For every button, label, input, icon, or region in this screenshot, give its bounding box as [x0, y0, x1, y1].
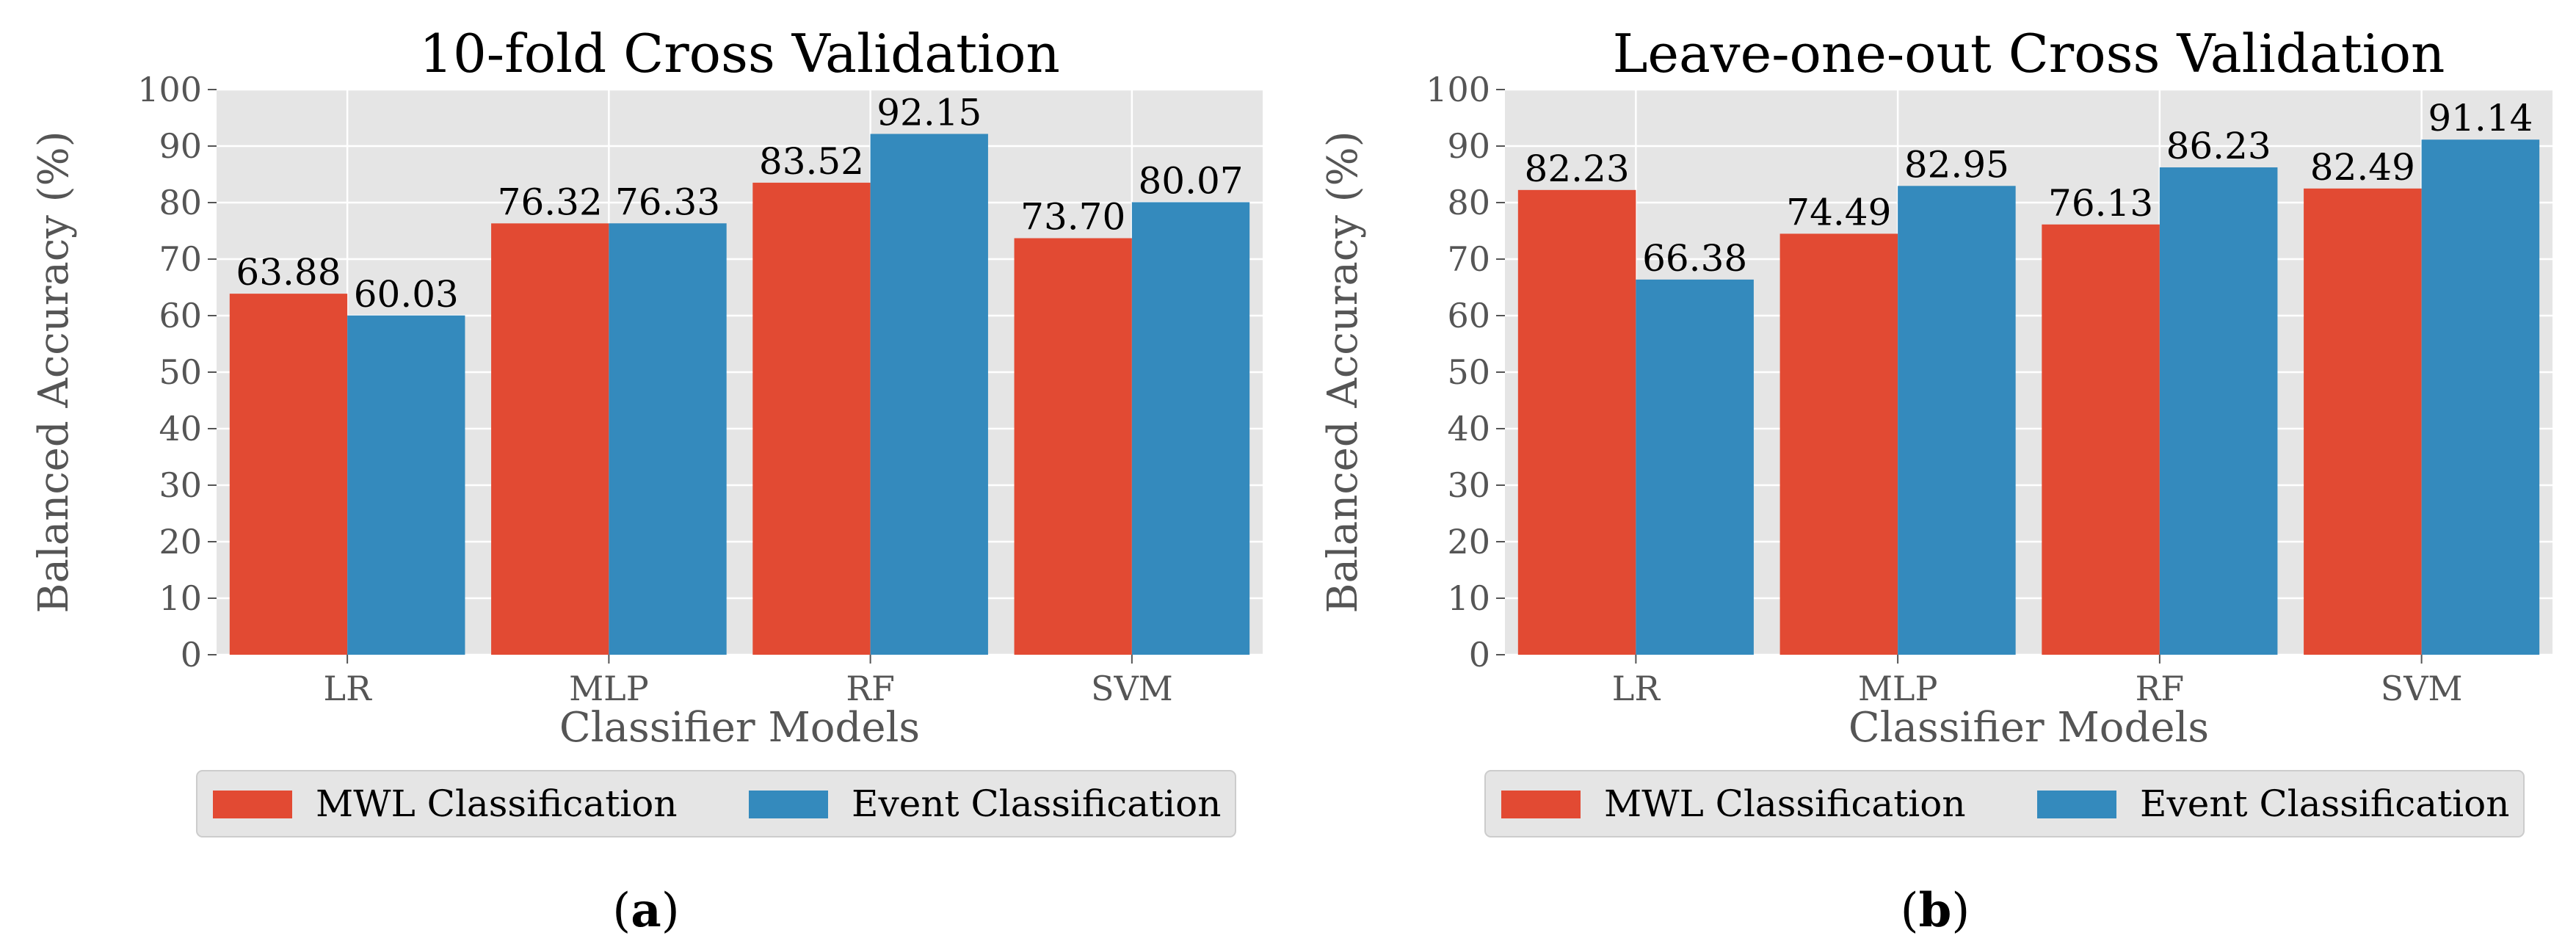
data-label-mwl-rf: 83.52	[759, 140, 864, 183]
y-tick-label: 80	[159, 183, 202, 222]
y-tick-label: 80	[1447, 183, 1490, 222]
x-tick-label: LR	[324, 669, 373, 708]
data-label-mwl-rf: 76.13	[2048, 182, 2153, 225]
data-label-event-lr: 66.38	[1642, 237, 1747, 280]
legend-label-event: Event Classification	[852, 782, 1221, 825]
bar-mwl-svm	[1014, 238, 1132, 655]
chart-panel-a: 63.88 76.32 83.52 73.70 60.03 76.33 92.15 80.07…	[30, 23, 1263, 938]
data-label-event-rf: 86.23	[2166, 125, 2271, 167]
legend-swatch-event	[2037, 791, 2116, 818]
y-tick-label: 50	[1447, 352, 1490, 392]
y-tick-label: 40	[1447, 409, 1490, 448]
y-tick-label: 10	[1447, 578, 1490, 618]
x-axis-label: Classifier Models	[1848, 704, 2209, 752]
panel-caption: (a)	[612, 883, 679, 938]
legend-label-event: Event Classification	[2140, 782, 2509, 825]
y-tick-label: 100	[137, 70, 202, 109]
y-tick-label: 60	[1447, 296, 1490, 335]
data-label-mwl-svm: 82.49	[2310, 146, 2415, 189]
y-tick-label: 10	[159, 578, 202, 618]
bar-mwl-mlp	[1779, 233, 1898, 655]
y-axis-label: Balanced Accuracy (%)	[30, 131, 78, 613]
bar-event-mlp	[1898, 186, 2016, 655]
data-label-event-mlp: 76.33	[615, 181, 720, 223]
y-tick-label: 60	[159, 296, 202, 335]
data-label-event-svm: 91.14	[2428, 97, 2533, 139]
legend-box	[196, 770, 1236, 837]
legend-label-mwl: MWL Classification	[316, 782, 678, 825]
y-tick-label: 20	[1447, 522, 1490, 562]
data-label-event-svm: 80.07	[1138, 159, 1243, 202]
bar-mwl-svm	[2304, 188, 2422, 655]
y-tick-label: 70	[159, 239, 202, 279]
data-label-mwl-lr: 82.23	[1525, 148, 1630, 190]
bar-event-rf	[870, 134, 988, 655]
caption-open-paren: (	[1901, 884, 1919, 938]
data-label-mwl-mlp: 76.32	[498, 181, 603, 223]
legend: MWL Classification Event Classification	[196, 770, 1236, 837]
bar-event-svm	[1131, 202, 1250, 655]
bar-mwl-lr	[229, 294, 348, 655]
caption-close-paren: )	[661, 884, 680, 938]
x-tick-label: RF	[2136, 669, 2185, 708]
y-tick-label: 0	[1469, 635, 1490, 675]
legend-swatch-event	[749, 791, 828, 818]
y-tick-label: 90	[1447, 126, 1490, 166]
y-tick-label: 100	[1426, 70, 1490, 109]
bar-mwl-rf	[2042, 224, 2160, 655]
chart-title: 10-fold Cross Validation	[419, 23, 1060, 84]
bar-event-mlp	[609, 223, 727, 655]
y-tick-label: 30	[1447, 465, 1490, 505]
bar-event-svm	[2421, 139, 2540, 655]
caption-close-paren: )	[1951, 884, 1970, 938]
caption-letter: b	[1919, 883, 1952, 938]
x-tick-label: MLP	[569, 669, 649, 708]
y-tick-label: 90	[159, 126, 202, 166]
x-tick-label: SVM	[1091, 669, 1173, 708]
y-tick-label: 20	[159, 522, 202, 562]
data-label-event-rf: 92.15	[877, 91, 982, 134]
bar-mwl-rf	[752, 182, 871, 655]
y-axis-label: Balanced Accuracy (%)	[1319, 131, 1367, 613]
x-tick-label: SVM	[2381, 669, 2463, 708]
bar-mwl-mlp	[491, 223, 609, 655]
bar-mwl-lr	[1517, 189, 1636, 655]
y-tick-label: 70	[1447, 239, 1490, 279]
data-label-mwl-mlp: 74.49	[1786, 191, 1891, 233]
bar-event-lr	[347, 315, 465, 655]
y-tick-label: 50	[159, 352, 202, 392]
caption-open-paren: (	[612, 884, 631, 938]
panel-caption: (b)	[1901, 883, 1970, 938]
x-axis-label: Classifier Models	[559, 704, 920, 752]
y-tick-label: 0	[181, 635, 202, 675]
legend-swatch-mwl	[213, 791, 292, 818]
bar-event-rf	[2159, 167, 2278, 655]
data-label-mwl-lr: 63.88	[236, 251, 341, 294]
data-label-event-lr: 60.03	[354, 273, 459, 316]
x-tick-label: MLP	[1858, 669, 1938, 708]
legend: MWL Classification Event Classification	[1484, 770, 2525, 837]
x-tick-label: RF	[846, 669, 895, 708]
caption-letter: a	[631, 883, 661, 938]
data-label-event-mlp: 82.95	[1904, 143, 2009, 186]
legend-swatch-mwl	[1501, 791, 1581, 818]
y-tick-label: 30	[159, 465, 202, 505]
chart-title: Leave-one-out Cross Validation	[1613, 23, 2445, 84]
bar-event-lr	[1636, 279, 1754, 655]
y-tick-label: 40	[159, 409, 202, 448]
legend-label-mwl: MWL Classification	[1604, 782, 1966, 825]
x-tick-label: LR	[1612, 669, 1661, 708]
data-label-mwl-svm: 73.70	[1020, 196, 1125, 239]
chart-panel-b: 82.23 74.49 76.13 82.49 66.38 82.95 86.23 91.14…	[1319, 23, 2553, 938]
legend-box	[1484, 770, 2525, 837]
